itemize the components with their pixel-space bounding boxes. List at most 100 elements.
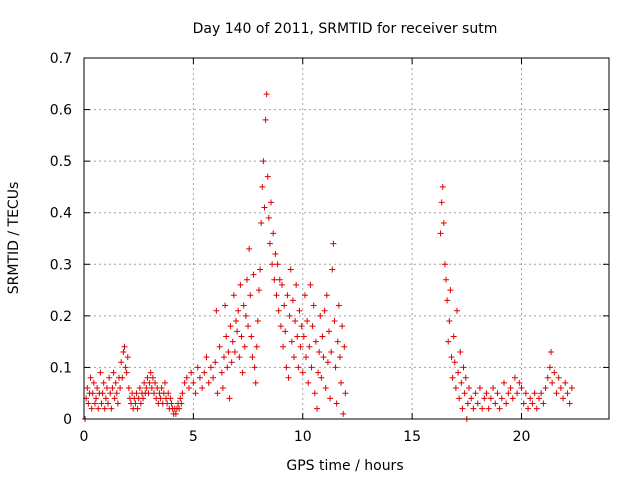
data-point	[452, 385, 459, 392]
data-point	[149, 374, 156, 381]
data-point	[328, 348, 335, 355]
data-point	[293, 281, 300, 288]
data-point	[447, 287, 454, 294]
grid-layer	[84, 58, 609, 419]
data-point	[85, 400, 92, 407]
y-tick-label: 0.3	[50, 257, 72, 273]
data-point	[287, 266, 294, 273]
data-point	[110, 369, 117, 376]
data-point	[487, 395, 494, 402]
data-point	[266, 240, 273, 247]
y-tick-label: 0.1	[50, 360, 72, 376]
data-point	[260, 158, 267, 165]
data-point	[455, 369, 462, 376]
data-point	[323, 292, 330, 299]
data-point	[201, 369, 208, 376]
data-point	[253, 343, 260, 350]
data-point	[230, 292, 237, 299]
data-point	[522, 390, 529, 397]
data-point	[460, 364, 467, 371]
data-point	[240, 302, 247, 309]
data-point	[109, 385, 116, 392]
data-point	[334, 338, 341, 345]
data-point	[441, 261, 448, 268]
data-point	[481, 395, 488, 402]
data-point	[161, 379, 168, 386]
data-point	[456, 395, 463, 402]
data-point	[222, 302, 229, 309]
data-point	[494, 390, 501, 397]
data-point	[165, 390, 172, 397]
data-point	[331, 318, 338, 325]
data-point	[250, 271, 257, 278]
data-point	[124, 354, 131, 361]
data-point	[544, 374, 551, 381]
data-point	[553, 390, 560, 397]
data-point	[306, 343, 313, 350]
data-point	[336, 354, 343, 361]
data-point	[338, 379, 345, 386]
data-point	[327, 395, 334, 402]
data-point	[291, 354, 297, 361]
data-point	[237, 281, 244, 288]
data-point	[136, 385, 143, 392]
data-point	[179, 390, 186, 397]
data-point	[285, 374, 292, 381]
data-point	[268, 199, 275, 206]
data-point	[303, 354, 310, 361]
data-point	[262, 116, 269, 123]
data-point	[472, 390, 479, 397]
data-point	[551, 369, 558, 376]
data-point	[332, 364, 339, 371]
data-point	[542, 385, 549, 392]
data-point	[335, 302, 342, 309]
data-point	[106, 374, 113, 381]
data-point	[94, 385, 101, 392]
data-point	[533, 405, 540, 412]
x-tick-label: 5	[189, 429, 198, 445]
data-point	[219, 385, 226, 392]
data-point	[190, 379, 197, 386]
y-tick-label: 0.4	[50, 206, 72, 222]
data-point	[186, 385, 192, 392]
data-point	[224, 364, 231, 371]
data-point	[485, 405, 492, 412]
data-point	[275, 307, 282, 314]
data-point	[254, 318, 261, 325]
data-point	[93, 395, 100, 402]
data-point	[322, 385, 329, 392]
data-point	[304, 318, 311, 325]
data-point	[148, 385, 155, 392]
data-point	[560, 395, 567, 402]
data-point	[450, 333, 457, 340]
data-point	[340, 410, 347, 417]
data-point	[310, 302, 317, 309]
data-point	[490, 385, 497, 392]
data-point	[273, 292, 280, 299]
data-point	[172, 410, 179, 417]
data-point	[272, 250, 279, 257]
data-point	[122, 364, 129, 371]
data-point	[223, 333, 230, 340]
data-point	[168, 400, 175, 407]
data-point	[276, 276, 283, 283]
data-point	[114, 400, 121, 407]
x-axis-label: GPS time / hours	[286, 458, 403, 474]
data-point	[95, 405, 102, 412]
data-point	[120, 348, 127, 355]
data-point	[143, 385, 150, 392]
data-point	[241, 343, 248, 350]
data-point	[557, 385, 564, 392]
data-point	[492, 400, 499, 407]
data-point	[84, 385, 91, 392]
data-point	[257, 266, 264, 273]
data-point	[474, 400, 481, 407]
data-point	[225, 348, 232, 355]
plot-frame	[83, 57, 610, 420]
data-point	[309, 323, 316, 330]
data-point	[277, 323, 284, 330]
data-point	[286, 312, 293, 319]
data-point	[470, 405, 477, 412]
data-point	[242, 312, 249, 319]
data-point	[520, 400, 527, 407]
